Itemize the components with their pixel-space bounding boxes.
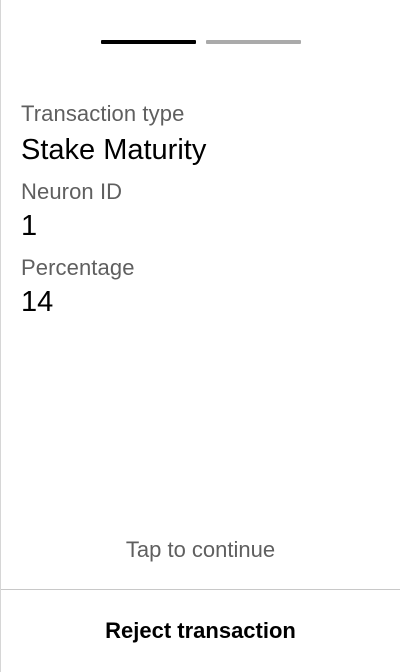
step-progress-indicator [101,40,301,44]
transaction-type-value: Stake Maturity [21,134,207,166]
reject-transaction-button[interactable]: Reject transaction [1,590,400,672]
neuron-id-value: 1 [21,210,38,242]
transaction-details: Transaction type Stake Maturity Neuron I… [21,100,380,330]
percentage-value: 14 [21,286,54,318]
progress-step-1 [101,40,196,44]
reject-transaction-label: Reject transaction [105,618,296,643]
percentage-label: Percentage [21,255,135,280]
neuron-id-label: Neuron ID [21,179,123,204]
tap-to-continue-hint[interactable]: Tap to continue [125,537,276,562]
divider [1,589,400,590]
transaction-type-label: Transaction type [21,101,185,126]
progress-step-2 [206,40,301,44]
